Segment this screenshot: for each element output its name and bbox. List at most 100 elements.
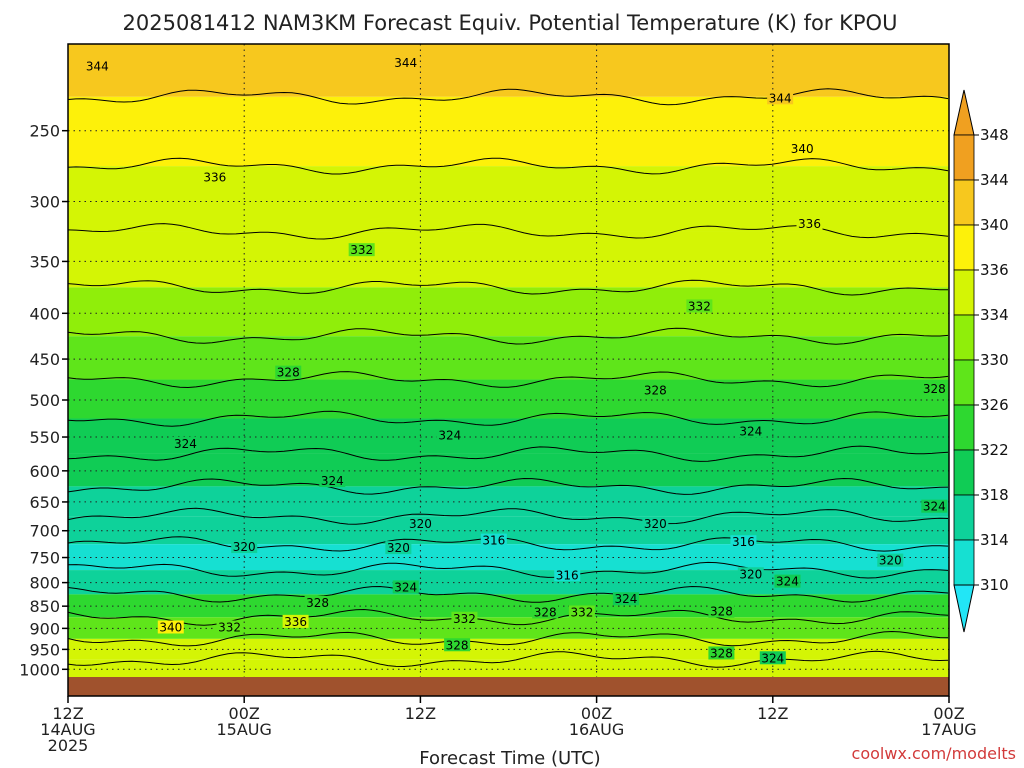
contour-label: 320 — [409, 517, 432, 531]
contour-label: 328 — [710, 605, 733, 619]
y-tick-label: 650 — [29, 493, 60, 512]
credit-text: coolwx.com/modelts — [852, 744, 1016, 763]
contour-label-bg — [84, 59, 111, 73]
contour-label-bg — [407, 517, 434, 531]
contour-line — [68, 561, 949, 579]
contour-line — [68, 88, 949, 106]
y-tick-label: 350 — [29, 252, 60, 271]
contour-label-bg — [774, 574, 801, 588]
colorbar-tick-label: 336 — [980, 261, 1009, 279]
contour-label-bg — [708, 604, 735, 618]
colorbar-tick-label: 326 — [980, 396, 1009, 414]
contour-label-bg — [737, 567, 764, 581]
contour-label-bg — [532, 605, 559, 619]
contour-label: 340 — [791, 142, 814, 156]
y-tick-label: 800 — [29, 574, 60, 593]
contour-label-bg — [730, 535, 757, 549]
y-axis: 250 300 350 400 450 500 550 600 650 700 750 800 850 9… — [19, 122, 68, 679]
contour-label: 324 — [739, 424, 762, 438]
contour-line — [68, 410, 949, 427]
x-tick-label: 00Z — [581, 704, 612, 723]
contour-line — [68, 371, 949, 389]
contour-label: 344 — [86, 60, 109, 74]
contour-label-bg — [451, 611, 478, 625]
contour-label: 316 — [482, 534, 505, 548]
y-tick-label: 750 — [29, 549, 60, 568]
contour-label-bg — [612, 592, 639, 606]
y-tick-label: 600 — [29, 462, 60, 481]
contour-label: 324 — [394, 580, 417, 594]
contour-label: 344 — [394, 56, 417, 70]
chart-title: 2025081412 NAM3KM Forecast Equiv. Potent… — [123, 11, 898, 35]
contour-label-bg — [157, 620, 184, 634]
field-band — [68, 486, 949, 517]
contour-line — [68, 327, 949, 345]
contour-label: 328 — [306, 596, 329, 610]
contour-line — [68, 536, 949, 552]
contour-line — [68, 608, 949, 626]
contour-label: 332 — [453, 612, 476, 626]
colorbar-segment — [953, 539, 975, 586]
contour-line — [68, 650, 949, 668]
y-tick-label: 450 — [29, 350, 60, 369]
y-tick-label: 250 — [29, 122, 60, 141]
colorbar-segment — [953, 269, 975, 316]
contour-label-bg — [554, 568, 581, 582]
contour-label-bg — [796, 217, 823, 231]
contour-label-bg — [708, 646, 735, 660]
contour-label-bg — [737, 424, 764, 438]
colorbar: 348 344 340 336 334 330 326 322 318 314 310 — [953, 89, 1009, 633]
field-band — [68, 418, 949, 454]
contour-label-bg — [282, 614, 309, 628]
colorbar-tick-label: 334 — [980, 306, 1009, 324]
colorbar-tick-label: 310 — [980, 576, 1009, 594]
colorbar-segment — [953, 404, 975, 451]
colorbar-tick-label: 314 — [980, 531, 1009, 549]
colorbar-segment — [953, 494, 975, 541]
field-band — [68, 659, 949, 677]
y-tick-label: 700 — [29, 522, 60, 541]
contour-label-bg — [436, 428, 463, 442]
contour-label-bg — [201, 170, 228, 184]
contour-label-bg — [877, 553, 904, 567]
contour-label: 328 — [277, 366, 300, 380]
contour-line — [68, 507, 949, 525]
contour-label-bg — [275, 365, 302, 379]
x-tick-label: 12Z — [405, 704, 436, 723]
contour-label: 320 — [879, 554, 902, 568]
x-tick-label: 00Z — [933, 704, 964, 723]
contour-label: 316 — [732, 535, 755, 549]
contour-line — [68, 157, 949, 175]
x-axis-label: Forecast Time (UTC) — [419, 748, 600, 768]
field-band — [68, 287, 949, 337]
contour-label-bg — [392, 55, 419, 69]
contour-label-bg — [767, 91, 794, 105]
contour-label-bg — [642, 383, 669, 397]
contour-line — [68, 630, 949, 647]
colorbar-tick-label: 348 — [980, 126, 1009, 144]
contour-line — [68, 585, 949, 603]
contour-label-bg — [304, 595, 331, 609]
contour-label-bg — [348, 243, 375, 257]
contour-label-bg — [568, 605, 595, 619]
contour-line — [68, 279, 949, 296]
contour-label: 328 — [923, 382, 946, 396]
contour-label: 316 — [556, 568, 579, 582]
contour-label: 344 — [769, 91, 792, 105]
contour-label-bg — [789, 141, 816, 155]
colorbar-segment — [953, 179, 975, 226]
x-tick-label: 2025 — [48, 736, 89, 755]
colorbar-segment — [953, 224, 975, 271]
contour-label-bg — [480, 533, 507, 547]
contour-line — [68, 477, 949, 495]
contour-label: 324 — [321, 474, 344, 488]
colorbar-segment — [953, 134, 975, 181]
y-tick-label: 950 — [29, 640, 60, 659]
contour-label: 336 — [798, 217, 821, 231]
contour-label-bg — [172, 437, 199, 451]
y-tick-label: 900 — [29, 619, 60, 638]
contour-label-bg — [686, 299, 713, 313]
contour-label: 324 — [174, 437, 197, 451]
